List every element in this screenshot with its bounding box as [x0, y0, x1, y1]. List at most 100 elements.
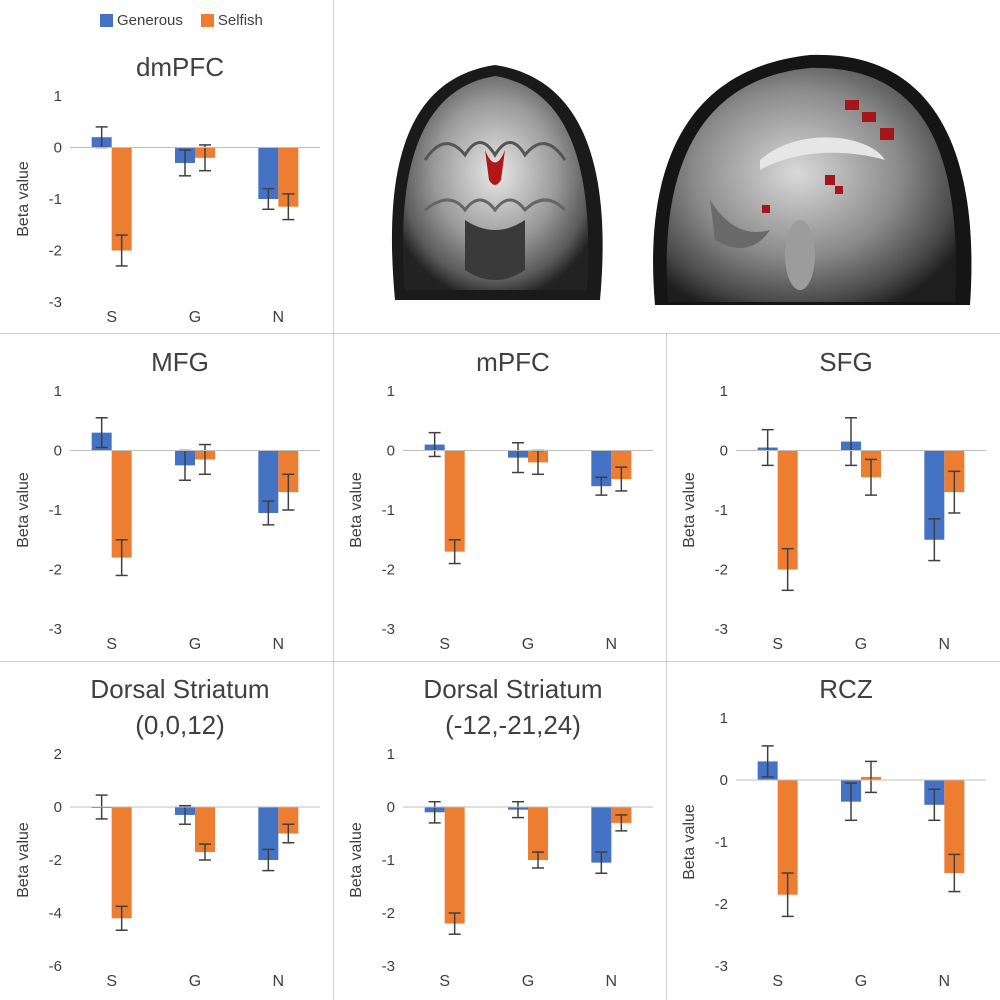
y-tick-label: -2 — [382, 562, 395, 579]
bar-selfish-G — [195, 807, 215, 853]
y-axis-label: Beta value — [681, 804, 698, 880]
y-tick-label: -2 — [49, 562, 62, 579]
y-tick-label: 1 — [387, 383, 395, 400]
chart-legend: Generous Selfish — [100, 12, 263, 29]
chart-rcz: RCZ Beta value 1 0 -1 -2 -3 S G N — [681, 674, 986, 990]
chart-sfg: SFG Beta value 1 0 -1 -2 -3 S G N — [681, 347, 986, 653]
panel-divider-horizontal-1 — [0, 333, 1000, 334]
chart-panel-mpfc: mPFC Beta value 1 0 -1 -2 -3 S G N — [343, 345, 663, 657]
chart-panel-sfg: SFG Beta value 1 0 -1 -2 -3 S G N — [676, 345, 996, 657]
bar-selfish-N — [611, 450, 632, 480]
y-tick-label: 1 — [720, 383, 728, 400]
x-tick-label: G — [855, 636, 867, 653]
chart-title: Dorsal Striatum — [90, 674, 269, 704]
x-tick-label: G — [522, 636, 534, 653]
y-tick-label: 1 — [54, 88, 62, 105]
y-tick-label: 0 — [54, 140, 62, 157]
bar-generous-N — [258, 147, 279, 199]
y-tick-label: 0 — [54, 443, 62, 460]
x-tick-label: G — [855, 973, 867, 990]
chart-title: SFG — [819, 347, 872, 377]
y-tick-label: 0 — [720, 443, 728, 460]
x-tick-label: S — [772, 636, 783, 653]
sagittal-activation-6 — [762, 205, 770, 213]
x-tick-label: N — [273, 973, 285, 990]
legend-swatch-selfish — [200, 14, 214, 27]
y-tick-label: 1 — [720, 710, 728, 727]
chart-dorsal-striatum-2: Dorsal Striatum (-12,-21,24) Beta value 1 0 -… — [348, 674, 653, 990]
sagittal-activation-2 — [862, 112, 876, 122]
bar-selfish-S — [444, 450, 465, 552]
chart-panel-dmpfc: dmPFC Beta value 1 0 -1 -2 -3 S G N — [10, 50, 330, 330]
y-tick-label: -1 — [715, 834, 728, 851]
x-tick-label: S — [106, 636, 117, 653]
y-tick-label: -2 — [49, 852, 62, 869]
chart-title: RCZ — [819, 674, 873, 704]
panel-divider-top-vertical — [333, 0, 334, 333]
coronal-activation — [485, 150, 505, 185]
chart-panel-dorsal-striatum-1: Dorsal Striatum (0,0,12) Beta value 2 0 -2 -4 -… — [10, 672, 330, 994]
y-axis-label: Beta value — [348, 472, 365, 548]
chart-panel-mfg: MFG Beta value 1 0 -1 -2 -3 S G N — [10, 345, 330, 657]
bar-selfish-N — [278, 807, 299, 834]
y-axis-label: Beta value — [15, 822, 32, 898]
x-tick-label: G — [189, 973, 201, 990]
bar-selfish-N — [944, 780, 965, 873]
bar-selfish-S — [777, 780, 798, 895]
x-tick-label: N — [939, 636, 951, 653]
y-tick-label: -1 — [49, 502, 62, 519]
chart-panel-rcz: RCZ Beta value 1 0 -1 -2 -3 S G N — [676, 672, 996, 994]
sagittal-activation-1 — [845, 100, 859, 110]
bar-generous-N — [591, 807, 612, 863]
brain-mri-image — [365, 40, 975, 310]
y-tick-label: 0 — [720, 772, 728, 789]
x-tick-label: G — [189, 636, 201, 653]
y-tick-label: -3 — [382, 621, 395, 638]
y-tick-label: -1 — [382, 502, 395, 519]
chart-mpfc: mPFC Beta value 1 0 -1 -2 -3 S G N — [348, 347, 653, 653]
y-tick-label: -1 — [715, 502, 728, 519]
x-tick-label: S — [439, 636, 450, 653]
bar-selfish-S — [777, 450, 798, 570]
bar-selfish-N — [278, 450, 299, 493]
bar-selfish-S — [111, 807, 132, 919]
y-tick-label: 0 — [387, 443, 395, 460]
sagittal-activation-5 — [835, 186, 843, 194]
brain-mri-svg — [391, 54, 972, 306]
y-tick-label: -2 — [382, 905, 395, 922]
panel-divider-vertical-2 — [666, 333, 667, 1000]
sagittal-slice — [653, 54, 972, 306]
y-tick-label: -3 — [49, 621, 62, 638]
y-tick-label: -3 — [49, 294, 62, 311]
bar-selfish-S — [444, 807, 465, 924]
x-tick-label: N — [939, 973, 951, 990]
bar-generous-N — [924, 450, 945, 540]
bar-selfish-S — [111, 450, 132, 558]
chart-title: (0,0,12) — [135, 710, 225, 740]
y-axis-label: Beta value — [15, 161, 32, 237]
legend-label-selfish: Selfish — [217, 12, 263, 29]
chart-dmpfc: dmPFC Beta value 1 0 -1 -2 -3 S G N — [15, 52, 320, 326]
x-tick-label: N — [273, 636, 285, 653]
y-axis-label: Beta value — [348, 822, 365, 898]
x-tick-label: S — [106, 309, 117, 326]
y-tick-label: -3 — [715, 621, 728, 638]
bar-generous-N — [258, 807, 279, 860]
x-tick-label: N — [273, 309, 285, 326]
chart-dorsal-striatum-1: Dorsal Striatum (0,0,12) Beta value 2 0 -2 -4 -… — [15, 674, 320, 990]
chart-title: MFG — [151, 347, 209, 377]
x-tick-label: N — [606, 636, 618, 653]
chart-panel-dorsal-striatum-2: Dorsal Striatum (-12,-21,24) Beta value 1 0 -… — [343, 672, 663, 994]
chart-title: mPFC — [476, 347, 550, 377]
legend-swatch-generous — [100, 14, 113, 27]
x-tick-label: S — [772, 973, 783, 990]
x-tick-label: G — [189, 309, 201, 326]
chart-title: dmPFC — [136, 52, 224, 82]
x-tick-label: G — [522, 973, 534, 990]
y-tick-label: 1 — [387, 746, 395, 763]
y-tick-label: -3 — [382, 958, 395, 975]
sagittal-activation-4 — [825, 175, 835, 185]
y-tick-label: -3 — [715, 958, 728, 975]
y-tick-label: 0 — [54, 799, 62, 816]
legend-item-selfish: Selfish — [200, 12, 263, 29]
